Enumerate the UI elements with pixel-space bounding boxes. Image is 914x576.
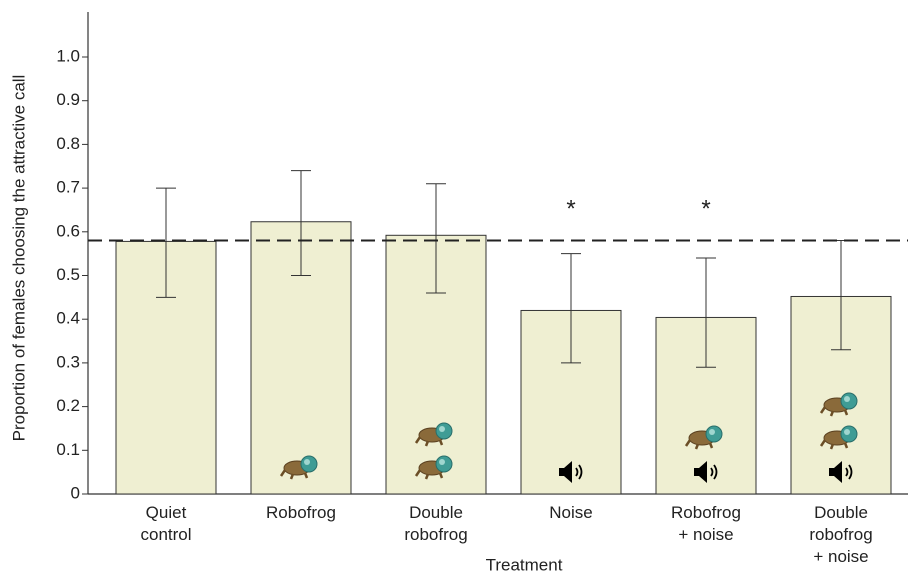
frog-icon bbox=[279, 455, 318, 480]
y-tick-label: 0.2 bbox=[56, 396, 80, 415]
y-tick-label: 0.6 bbox=[56, 221, 80, 240]
frog-legs bbox=[279, 469, 309, 480]
y-tick-label: 0.3 bbox=[56, 352, 80, 371]
y-tick-label: 0.7 bbox=[56, 178, 80, 197]
speaker-icon bbox=[559, 461, 583, 483]
y-tick-label: 0 bbox=[71, 483, 80, 502]
speaker-icon bbox=[694, 461, 718, 483]
y-tick-label: 0.4 bbox=[56, 309, 80, 328]
significance-mark: * bbox=[566, 195, 575, 222]
frog-icon bbox=[414, 422, 453, 447]
speaker-wave bbox=[575, 464, 583, 480]
frog-legs bbox=[414, 469, 444, 480]
x-tick-label: Quiet control bbox=[140, 503, 192, 544]
y-tick-label: 0.8 bbox=[56, 134, 80, 153]
speaker-icon bbox=[829, 461, 853, 483]
x-tick-label: Double robofrog + noise bbox=[809, 503, 873, 566]
significance-mark: * bbox=[701, 195, 710, 222]
frog-icon bbox=[819, 425, 858, 450]
frog-legs bbox=[414, 436, 444, 447]
frog-sac-hl bbox=[439, 426, 445, 432]
frog-sac-hl bbox=[844, 396, 850, 402]
y-tick-label: 0.9 bbox=[56, 90, 80, 109]
frog-legs bbox=[684, 439, 714, 450]
frog-sac-hl bbox=[709, 429, 715, 435]
x-tick-label: Robofrog + noise bbox=[671, 503, 741, 544]
x-tick-label: Double robofrog bbox=[404, 503, 468, 544]
speaker-wave bbox=[710, 464, 718, 480]
frog-sac-hl bbox=[844, 429, 850, 435]
y-tick-label: 0.1 bbox=[56, 440, 80, 459]
speaker-body bbox=[559, 461, 572, 483]
x-tick-label: Noise bbox=[549, 503, 593, 522]
error-bar bbox=[696, 257, 716, 368]
speaker-wave bbox=[845, 464, 853, 480]
frog-sac-hl bbox=[304, 459, 310, 465]
y-tick-label: 0.5 bbox=[56, 265, 80, 284]
speaker-body bbox=[829, 461, 842, 483]
frog-legs bbox=[819, 406, 849, 417]
frog-legs bbox=[819, 439, 849, 450]
frog-icon bbox=[684, 425, 723, 450]
error-bar bbox=[156, 187, 176, 298]
frog-icon bbox=[414, 455, 453, 480]
y-tick-label: 1.0 bbox=[56, 46, 80, 65]
error-bar bbox=[426, 183, 446, 294]
speaker-body bbox=[694, 461, 707, 483]
error-bar bbox=[561, 253, 581, 364]
y-axis-title: Proportion of females choosing the attra… bbox=[9, 75, 28, 442]
x-axis-title: Treatment bbox=[486, 555, 563, 574]
error-bar bbox=[291, 170, 311, 276]
x-tick-label: Robofrog bbox=[266, 503, 336, 522]
frog-sac-hl bbox=[439, 459, 445, 465]
frog-icon bbox=[819, 392, 858, 417]
